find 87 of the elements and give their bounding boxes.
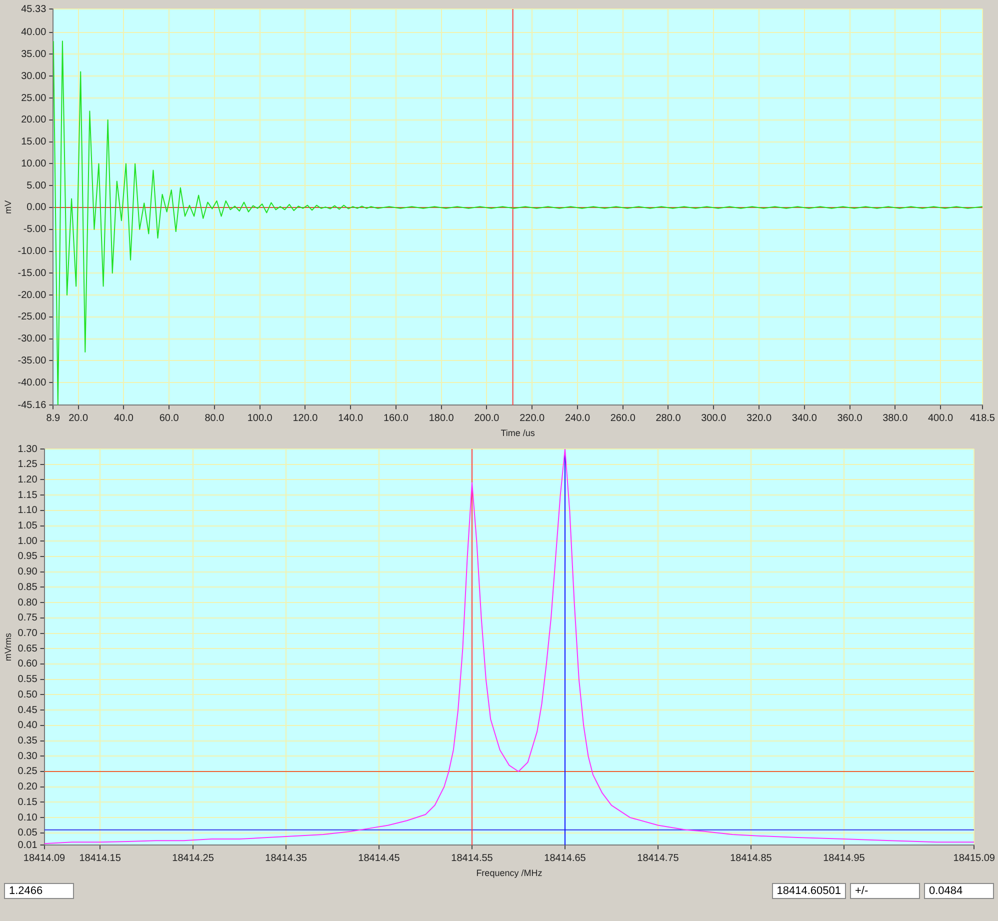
y-tick-label: 10.00 — [21, 158, 47, 170]
y-tick-label: 25.00 — [21, 92, 47, 104]
x-tick-label: 260.0 — [610, 412, 636, 424]
y-tick-label: 0.90 — [18, 566, 38, 578]
x-tick-label: 120.0 — [292, 412, 318, 424]
y-tick-label: 0.75 — [18, 612, 38, 624]
y-tick-label: -35.00 — [18, 355, 47, 366]
y-tick-label: -5.00 — [23, 224, 47, 236]
x-tick-label: 80.0 — [204, 412, 225, 424]
y-tick-label: -20.00 — [18, 290, 47, 301]
x-tick-label: 18414.55 — [451, 852, 494, 864]
x-tick-label: 340.0 — [792, 412, 818, 424]
y-tick-label: 1.25 — [18, 459, 38, 470]
y-tick-label: 0.00 — [26, 202, 47, 214]
x-tick-label: 360.0 — [837, 412, 863, 424]
y-tick-label: 0.25 — [18, 766, 38, 778]
y-tick-label: 0.50 — [18, 689, 38, 700]
y-tick-label: -40.00 — [18, 377, 47, 388]
x-tick-label: 200.0 — [474, 412, 500, 424]
x-tick-label: 18414.45 — [358, 852, 400, 864]
x-tick-label: 320.0 — [746, 412, 772, 424]
y-tick-label: 1.00 — [18, 536, 38, 547]
x-tick-label: 40.0 — [114, 412, 134, 424]
x-tick-label: 100.0 — [247, 412, 273, 424]
y-tick-label: 45.33 — [21, 4, 47, 15]
x-tick-label: 18414.09 — [23, 852, 66, 864]
y-tick-label: 40.00 — [21, 27, 47, 38]
x-tick-label: 18414.65 — [544, 852, 586, 864]
y-tick-label: 0.20 — [18, 782, 38, 793]
y-tick-label: 15.00 — [21, 136, 47, 148]
x-tick-label: 400.0 — [928, 412, 954, 424]
y-tick-label: 0.35 — [18, 736, 38, 747]
y-tick-label: 1.10 — [18, 505, 38, 516]
y-tick-label: 5.00 — [26, 180, 47, 192]
y-tick-label: -30.00 — [18, 334, 47, 345]
x-tick-label: 60.0 — [159, 412, 180, 424]
x-tick-label: 20.0 — [68, 412, 89, 424]
x-tick-label: 240.0 — [564, 412, 590, 424]
y-tick-label: 1.20 — [18, 474, 38, 486]
x-tick-label: 18414.85 — [730, 852, 772, 864]
y-tick-label: 1.15 — [18, 490, 38, 501]
y-tick-label: 35.00 — [21, 48, 47, 60]
x-tick-label: 18414.15 — [79, 852, 122, 864]
x-axis-title: Time /us — [500, 428, 536, 438]
x-tick-label: 300.0 — [701, 412, 727, 424]
y-tick-label: -45.16 — [18, 400, 47, 411]
y-tick-label: 0.15 — [18, 796, 38, 808]
y-axis-title: mVrms — [2, 632, 13, 662]
y-axis-title: mV — [2, 200, 13, 214]
y-tick-label: 0.40 — [18, 720, 38, 732]
x-tick-label: 180.0 — [428, 412, 454, 424]
y-tick-label: 0.30 — [18, 750, 38, 762]
y-tick-label: 0.95 — [18, 551, 38, 562]
y-tick-label: 0.10 — [18, 812, 38, 824]
readout-field: 18414.60501 — [772, 883, 846, 899]
y-tick-label: 0.80 — [18, 597, 38, 608]
y-tick-label: 0.45 — [18, 704, 38, 716]
x-axis-title: Frequency /MHz — [476, 868, 543, 878]
y-tick-label: -10.00 — [18, 246, 47, 258]
y-tick-label: 0.65 — [18, 643, 38, 654]
x-tick-label: 18414.95 — [823, 852, 866, 864]
readout-field: 0.0484 — [924, 883, 994, 899]
x-tick-label: 18414.75 — [637, 852, 680, 864]
readout-field: +/- — [850, 883, 920, 899]
x-tick-label: 140.0 — [338, 412, 364, 424]
y-tick-label: 1.30 — [18, 444, 38, 455]
y-tick-label: 0.05 — [18, 828, 38, 839]
y-tick-label: 0.70 — [18, 628, 38, 640]
x-tick-label: 220.0 — [520, 412, 546, 424]
x-tick-label: 380.0 — [882, 412, 908, 424]
y-tick-label: 1.05 — [18, 520, 38, 532]
x-tick-label: 160.0 — [383, 412, 409, 424]
x-tick-label: 18414.25 — [172, 852, 214, 864]
y-tick-label: 0.55 — [18, 674, 38, 686]
readout-field: 1.2466 — [4, 883, 74, 899]
y-tick-label: 0.60 — [18, 658, 38, 670]
x-tick-label: 18414.35 — [265, 852, 308, 864]
x-tick-label: 418.5 — [970, 412, 996, 424]
y-tick-label: 0.85 — [18, 582, 38, 593]
y-tick-label: -15.00 — [18, 268, 47, 279]
y-tick-label: 30.00 — [21, 70, 47, 82]
y-tick-label: 20.00 — [21, 114, 47, 126]
y-tick-label: -25.00 — [18, 312, 47, 323]
x-tick-label: 8.9 — [46, 412, 61, 424]
x-tick-label: 18415.09 — [953, 852, 996, 864]
x-tick-label: 280.0 — [656, 412, 682, 424]
y-tick-label: 0.01 — [18, 840, 38, 851]
